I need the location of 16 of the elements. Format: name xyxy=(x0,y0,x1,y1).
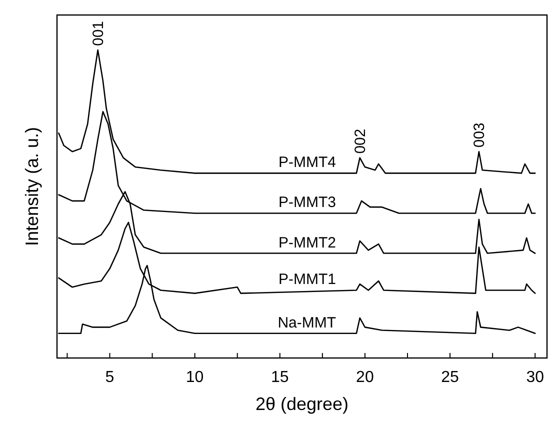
series-label: P-MMT2 xyxy=(278,234,336,252)
series-label: P-MMT4 xyxy=(278,154,336,172)
x-tick-label: 30 xyxy=(526,369,544,386)
x-tick-label: 10 xyxy=(186,369,204,386)
series-label: Na-MMT xyxy=(278,314,336,332)
annotation: 003 xyxy=(470,122,488,148)
x-axis-title: 2θ (degree) xyxy=(255,394,349,414)
series-label: P-MMT1 xyxy=(278,271,336,288)
x-tick-label: 15 xyxy=(270,369,289,386)
annotation: 002 xyxy=(352,128,369,154)
y-axis-title: Intensity (a. u.) xyxy=(22,126,42,246)
series-label: P-MMT3 xyxy=(278,194,336,212)
x-tick-label: 25 xyxy=(441,369,460,386)
x-tick-label: 5 xyxy=(105,369,114,386)
x-tick-label: 20 xyxy=(356,369,374,386)
annotation: 001 xyxy=(90,20,107,46)
